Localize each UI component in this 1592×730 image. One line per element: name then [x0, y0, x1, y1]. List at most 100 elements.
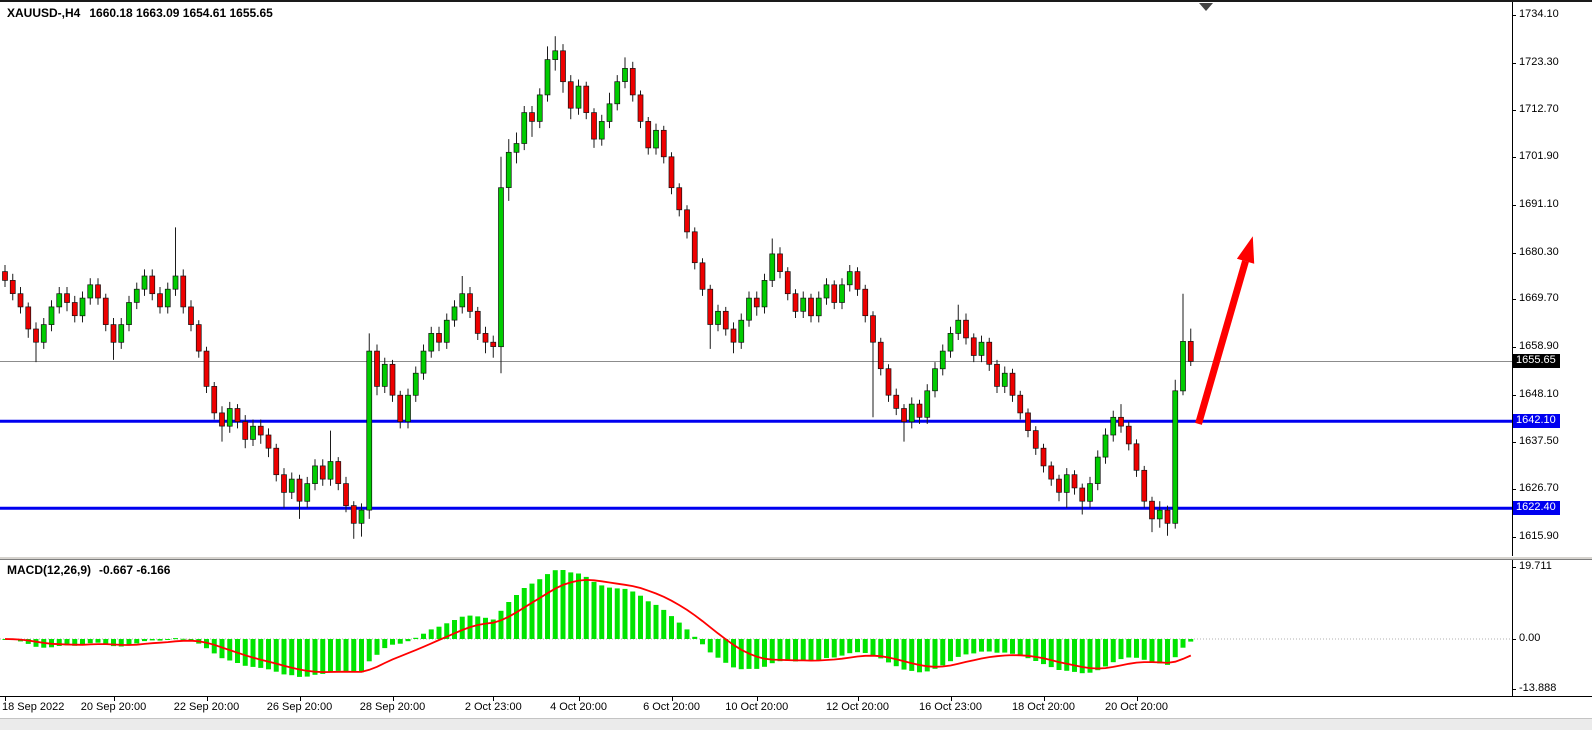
candle-down: [343, 483, 349, 507]
candle-down: [157, 293, 163, 308]
macd-bar: [33, 639, 39, 647]
candle-up: [544, 59, 551, 96]
time-tick-mark: [858, 697, 859, 701]
candle-up: [358, 509, 365, 524]
candle-down: [474, 310, 481, 334]
trend-arrow-shaft[interactable]: [1195, 260, 1249, 425]
macd-bar: [335, 639, 341, 671]
candle-up: [118, 324, 125, 343]
macd-bar: [862, 639, 868, 653]
macd-bar: [979, 639, 984, 652]
macd-bar: [118, 639, 124, 647]
candle-down: [1141, 469, 1148, 502]
macd-bar: [924, 639, 930, 672]
macd-indicator-window[interactable]: MACD(12,26,9) -0.667 -6.166: [0, 560, 1512, 696]
candle-down: [567, 81, 574, 109]
candle-down: [203, 350, 210, 387]
macd-bar: [134, 639, 140, 644]
chart-shift-marker[interactable]: [1199, 3, 1213, 11]
main-chart-area[interactable]: XAUUSD-,H4 1660.18 1663.09 1654.61 1655.6…: [0, 0, 1512, 556]
macd-bar: [1172, 639, 1178, 658]
macd-bar: [645, 601, 651, 639]
macd-values: -0.667 -6.166: [99, 563, 171, 577]
time-tick-label: 26 Sep 20:00: [266, 701, 333, 713]
bottom-scroll-strip[interactable]: [0, 718, 1592, 730]
candle-down: [854, 271, 861, 290]
macd-bar: [576, 573, 581, 639]
candle-up: [846, 271, 853, 286]
price-tick-mark: [1512, 442, 1516, 443]
macd-bar: [707, 639, 713, 653]
candle-up: [56, 293, 63, 308]
candle-up: [552, 50, 559, 60]
macd-axis[interactable]: 19.711 0.00 -13.888: [1512, 560, 1592, 696]
macd-bar: [1141, 639, 1147, 660]
window-separator[interactable]: [0, 556, 1592, 560]
macd-bar: [963, 639, 969, 655]
macd-bar: [731, 639, 736, 668]
macd-bar: [529, 583, 535, 639]
candle-down: [753, 297, 760, 308]
candle-down: [265, 434, 272, 449]
macd-bar: [111, 639, 116, 647]
candle-up: [715, 310, 721, 325]
price-tick-label: 1658.90: [1519, 340, 1559, 353]
candle-down: [64, 293, 70, 303]
macd-bar: [180, 638, 186, 640]
candle-down: [273, 447, 280, 476]
time-tick-label: 16 Oct 23:00: [919, 701, 982, 713]
macd-bar: [281, 639, 287, 675]
candle-up: [498, 187, 504, 348]
candle-down: [1133, 443, 1140, 471]
macd-bar: [258, 639, 264, 668]
macd-bar: [653, 604, 659, 639]
macd-bar: [676, 622, 682, 639]
candle-up: [1094, 456, 1101, 484]
macd-bar: [762, 639, 767, 667]
candle-up: [839, 284, 845, 303]
macd-bar: [1118, 639, 1124, 660]
macd-bar: [242, 639, 248, 666]
candle-up: [327, 461, 334, 480]
macd-bar: [917, 639, 922, 673]
time-tick-label: 2 Oct 23:00: [464, 701, 522, 713]
macd-bar: [366, 639, 372, 662]
macd-bar: [421, 633, 426, 639]
candle-down: [25, 306, 32, 330]
macd-bar: [847, 639, 853, 654]
time-axis[interactable]: 18 Sep 2022 20 Sep 20:00 22 Sep 20:00 26 Se…: [0, 697, 1592, 718]
time-tick-mark: [757, 697, 758, 701]
candle-down: [893, 394, 900, 409]
candle-up: [79, 297, 86, 317]
macd-bar: [483, 617, 488, 639]
candle-up: [1156, 509, 1163, 520]
macd-bar: [692, 636, 698, 639]
macd-bar: [1048, 639, 1054, 668]
trend-arrow-head[interactable]: [1236, 236, 1255, 264]
macd-bar: [1002, 639, 1008, 653]
macd-bar: [955, 639, 961, 657]
current-price-badge: 1655.65: [1513, 354, 1560, 369]
macd-bar: [188, 639, 194, 641]
candle-down: [374, 350, 380, 387]
price-tick-label: 1723.30: [1519, 55, 1559, 68]
macd-canvas[interactable]: [0, 560, 1512, 696]
macd-bar: [72, 639, 78, 646]
price-tick-mark: [1512, 63, 1516, 64]
time-tick-label: 6 Oct 20:00: [643, 701, 700, 713]
candle-down: [389, 363, 396, 396]
symbol-period-label: XAUUSD-,H4: [7, 6, 81, 20]
macd-bar: [157, 639, 163, 641]
candle-down: [645, 121, 652, 149]
candle-down: [792, 293, 799, 312]
price-axis[interactable]: 1655.65 1642.10 1622.40 1734.10 1723.30 17…: [1512, 0, 1592, 556]
time-tick-label: 18 Sep 2022: [2, 701, 65, 713]
macd-bar: [909, 639, 915, 671]
candle-down: [784, 271, 791, 295]
support-line-badge-upper: 1642.10: [1513, 414, 1560, 429]
candle-up: [575, 85, 582, 109]
macd-bar: [374, 639, 380, 655]
price-chart-canvas[interactable]: [0, 0, 1512, 556]
time-tick-mark: [951, 697, 952, 701]
macd-bar: [87, 639, 93, 644]
